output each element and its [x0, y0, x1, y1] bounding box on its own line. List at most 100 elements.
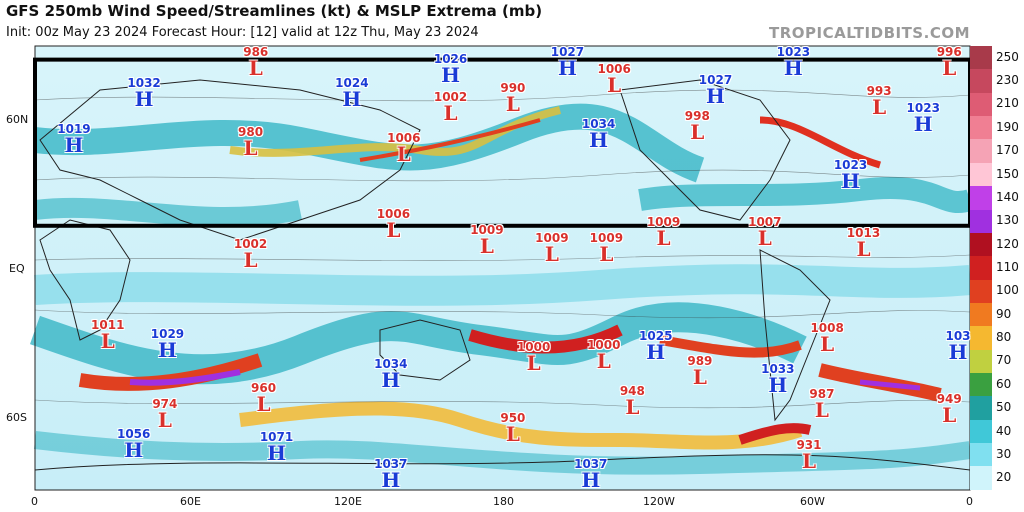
high-pressure-marker: 1034 H — [374, 358, 407, 390]
pressure-value: 1002 — [233, 236, 268, 251]
pressure-value: 1009 — [589, 231, 624, 246]
low-pressure-marker: 1000 L — [587, 339, 620, 371]
low-pressure-marker: 974 L — [152, 398, 177, 430]
low-pressure-marker: 993 L — [867, 85, 892, 117]
pressure-value: 1000 — [587, 337, 621, 352]
pressure-symbol: H — [581, 468, 601, 493]
low-pressure-marker: 990 L — [500, 82, 525, 114]
pressure-symbol: L — [757, 225, 772, 250]
pressure-value: 1024 — [335, 76, 369, 91]
low-pressure-marker: 1011 L — [91, 319, 124, 351]
colorbar-segment — [970, 209, 992, 233]
australia-outline — [379, 319, 471, 381]
low-pressure-marker: 1009 L — [590, 232, 623, 264]
low-pressure-marker: 960 L — [251, 382, 276, 414]
pressure-symbol: L — [872, 95, 887, 120]
jet-stream-south-9 — [738, 423, 812, 445]
eurasia-outline — [39, 79, 421, 241]
colorbar-segment — [970, 302, 992, 327]
high-pressure-marker: 1025 H — [639, 330, 672, 362]
pressure-value: 1033 — [761, 362, 795, 377]
colorbar-tick: 40 — [996, 423, 1012, 438]
lon-label-120w: 120W — [643, 495, 675, 508]
pressure-symbol: L — [596, 348, 611, 373]
low-pressure-marker: 1009 L — [535, 232, 568, 264]
high-pressure-marker: 1037 H — [574, 458, 607, 490]
pressure-symbol: L — [692, 364, 707, 389]
colorbar-segment — [970, 92, 992, 117]
pressure-value: 1009 — [535, 231, 569, 246]
colorbar-segment — [970, 419, 992, 444]
low-pressure-marker: 949 L — [937, 393, 962, 425]
pressure-symbol: L — [856, 236, 871, 261]
pressure-symbol: H — [267, 441, 286, 466]
pressure-symbol: L — [256, 392, 271, 417]
colorbar-segment — [970, 279, 992, 303]
low-pressure-marker: 1006 L — [387, 132, 420, 164]
high-pressure-marker: 1024 H — [335, 77, 368, 109]
colorbar-segment — [970, 443, 992, 467]
jet-stream-north-5 — [638, 176, 974, 214]
pressure-symbol: H — [64, 133, 84, 158]
high-pressure-marker: 1027 H — [551, 46, 584, 78]
high-pressure-marker: 1019 H — [57, 123, 90, 155]
high-pressure-marker: 1027 H — [699, 74, 732, 106]
jet-stream-north-6 — [33, 197, 302, 227]
colorbar-segment — [970, 396, 992, 420]
pressure-symbol: H — [342, 87, 362, 112]
colorbar-segment — [970, 466, 992, 490]
colorbar-tick: 150 — [996, 166, 1019, 181]
low-pressure-marker: 1009 L — [647, 216, 680, 248]
pressure-value: 980 — [238, 125, 264, 140]
high-pressure-marker: 103 H — [945, 330, 970, 362]
pressure-value: 950 — [500, 411, 526, 426]
pressure-value: 1009 — [646, 214, 681, 229]
pressure-symbol: L — [479, 234, 494, 259]
high-pressure-marker: 1023 H — [777, 46, 810, 78]
pressure-symbol: H — [706, 84, 725, 109]
wind-speed-colorbar — [970, 46, 992, 490]
colorbar-tick: 130 — [996, 213, 1019, 228]
colorbar-tick: 60 — [996, 376, 1012, 391]
colorbar-segment — [970, 256, 992, 280]
low-pressure-marker: 948 L — [620, 385, 645, 417]
low-pressure-marker: 987 L — [809, 388, 834, 420]
pressure-symbol: L — [396, 141, 411, 166]
low-pressure-marker: 1009 L — [470, 224, 503, 256]
jet-stream-north-1 — [33, 103, 705, 183]
colorbar-segment — [970, 116, 992, 140]
pressure-value: 1023 — [906, 100, 940, 115]
low-pressure-marker: 931 L — [796, 439, 821, 471]
colorbar-tick: 140 — [996, 189, 1019, 204]
colorbar-tick: 20 — [996, 470, 1012, 485]
pressure-value: 987 — [809, 386, 835, 401]
pressure-value: 1032 — [127, 76, 161, 91]
jet-stream-south-8 — [239, 401, 803, 450]
colorbar-tick: 250 — [996, 49, 1019, 64]
pressure-value: 1026 — [433, 51, 468, 66]
pressure-symbol: L — [248, 56, 263, 80]
pressure-value: 1008 — [810, 321, 844, 336]
pressure-value: 974 — [152, 397, 178, 412]
high-pressure-marker: 1033 H — [761, 363, 794, 395]
pressure-value: 996 — [936, 45, 962, 59]
pressure-value: 1071 — [259, 430, 294, 445]
colorbar-tick: 70 — [996, 353, 1012, 368]
low-pressure-marker: 986 L — [243, 46, 268, 78]
pressure-value: 1027 — [550, 45, 585, 59]
colorbar-segment — [970, 326, 992, 350]
south-america-outline — [759, 249, 831, 422]
lat-label-60n: 60N — [6, 113, 29, 126]
pressure-symbol: H — [646, 340, 666, 365]
low-pressure-marker: 1000 L — [517, 341, 550, 373]
pressure-value: 1023 — [776, 45, 811, 59]
pressure-symbol: H — [948, 340, 968, 365]
pressure-symbol: L — [607, 73, 622, 98]
pressure-symbol: L — [243, 247, 258, 272]
high-pressure-marker: 1023 H — [834, 159, 867, 191]
high-pressure-marker: 1023 H — [907, 102, 940, 134]
pressure-symbol: L — [157, 408, 172, 433]
low-pressure-marker: 1002 L — [234, 238, 267, 270]
low-pressure-marker: 950 L — [500, 412, 525, 444]
pressure-symbol: H — [441, 62, 460, 87]
